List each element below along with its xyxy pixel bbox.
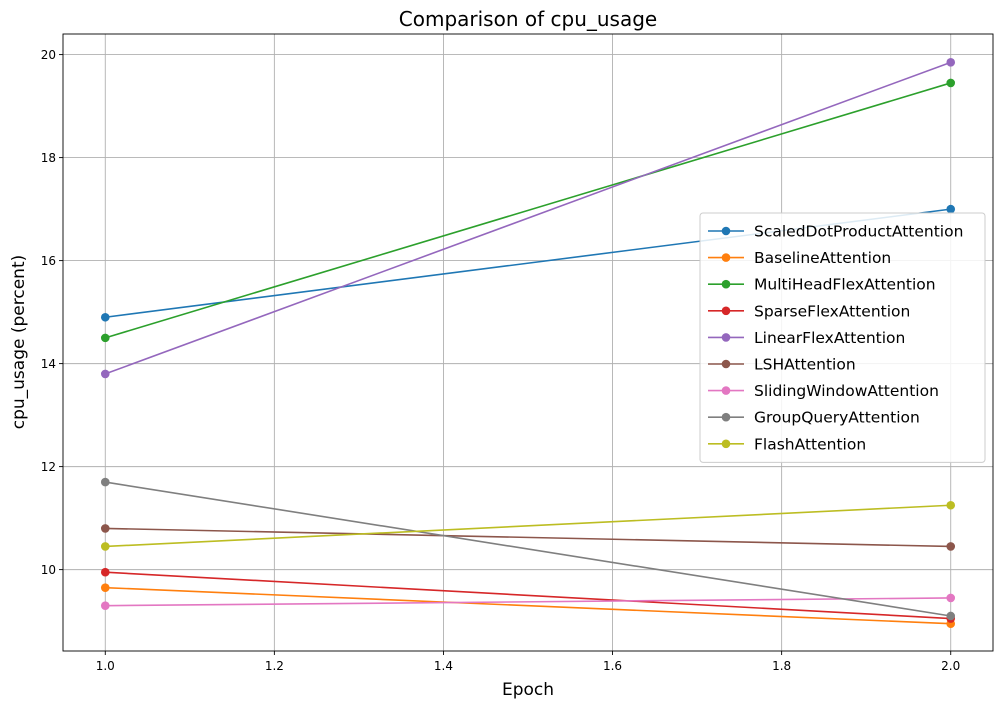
legend-label: BaselineAttention	[754, 249, 891, 267]
series-line	[105, 82, 951, 339]
legend-swatch-marker	[721, 439, 731, 449]
data-point	[946, 542, 956, 551]
y-tick-label: 20	[41, 48, 56, 62]
y-axis-ticks: 10 12 14 16 18 20	[41, 48, 63, 577]
data-point	[100, 312, 110, 322]
legend-label: FlashAttention	[754, 435, 866, 453]
series-LSHAttention	[100, 524, 956, 551]
legend-item: FlashAttention	[708, 435, 866, 453]
legend-label: LinearFlexAttention	[754, 329, 905, 347]
data-point	[946, 593, 956, 603]
series-BaselineAttention	[100, 583, 956, 629]
legend-swatch-marker	[721, 226, 731, 236]
data-point	[100, 477, 110, 487]
data-point	[100, 601, 110, 610]
legend-swatch-marker	[721, 253, 731, 262]
legend-swatch-marker	[721, 279, 731, 289]
legend-box	[699, 212, 986, 463]
y-tick-label: 18	[41, 151, 56, 165]
series-GroupQueryAttention	[100, 477, 956, 621]
legend-item: LinearFlexAttention	[708, 329, 905, 347]
series-line	[105, 586, 951, 625]
legend-item: ScaledDotProductAttention	[708, 223, 963, 241]
data-point	[100, 583, 110, 592]
series-line	[105, 527, 951, 548]
y-tick-label: 12	[41, 460, 56, 474]
data-point	[946, 78, 956, 88]
legend-label: GroupQueryAttention	[754, 409, 920, 427]
data-point	[946, 500, 956, 510]
series-line	[104, 61, 952, 375]
legend-label: SparseFlexAttention	[754, 302, 910, 320]
data-point	[100, 369, 110, 379]
legend-label: SlidingWindowAttention	[754, 382, 939, 400]
y-tick-label: 14	[41, 357, 56, 371]
series-line	[105, 481, 951, 617]
legend-item: SparseFlexAttention	[708, 302, 910, 320]
x-tick-label: 1.0	[96, 659, 115, 673]
legend-item: SlidingWindowAttention	[708, 382, 939, 400]
legend-swatch-marker	[721, 306, 731, 316]
series-FlashAttention	[100, 500, 956, 551]
series-SlidingWindowAttention	[100, 593, 956, 610]
data-point	[946, 204, 956, 214]
x-axis-label: Epoch	[502, 680, 554, 700]
legend-swatch-marker	[721, 359, 731, 369]
data-point	[100, 567, 110, 577]
x-tick-label: 1.4	[434, 659, 453, 673]
x-tick-label: 1.6	[603, 659, 622, 673]
legend-swatch-marker	[721, 333, 731, 342]
legend: ScaledDotProductAttention BaselineAttenti…	[699, 212, 986, 463]
plot-frame	[62, 33, 994, 652]
legend-item: MultiHeadFlexAttention	[708, 276, 936, 294]
legend-label: MultiHeadFlexAttention	[754, 276, 936, 294]
data-point	[946, 611, 956, 621]
legend-swatch-marker	[721, 412, 731, 422]
series-line	[105, 571, 951, 620]
chart-title: Comparison of cpu_usage	[399, 7, 657, 31]
series-LinearFlexAttention	[100, 58, 956, 379]
legend-item: GroupQueryAttention	[708, 409, 920, 427]
legend-swatch-marker	[721, 386, 731, 395]
x-tick-label: 2.0	[941, 659, 960, 673]
legend-item: LSHAttention	[708, 356, 856, 374]
y-tick-label: 16	[41, 254, 56, 268]
x-tick-label: 1.2	[265, 659, 284, 673]
series-MultiHeadFlexAttention	[100, 78, 956, 343]
data-point	[946, 58, 956, 67]
series-line	[105, 597, 951, 607]
data-point	[100, 333, 110, 343]
legend-label: LSHAttention	[754, 356, 856, 374]
x-tick-label: 1.8	[772, 659, 791, 673]
legend-item: BaselineAttention	[708, 249, 891, 267]
x-axis-ticks: 1.0 1.2 1.4 1.6 1.8 2.0	[96, 651, 960, 673]
series-SparseFlexAttention	[100, 567, 956, 623]
data-point	[100, 524, 110, 533]
series-line	[105, 504, 951, 548]
y-axis-label: cpu_usage (percent)	[9, 255, 29, 430]
data-point	[100, 542, 110, 551]
y-tick-label: 10	[41, 563, 56, 577]
legend-label: ScaledDotProductAttention	[754, 223, 963, 241]
